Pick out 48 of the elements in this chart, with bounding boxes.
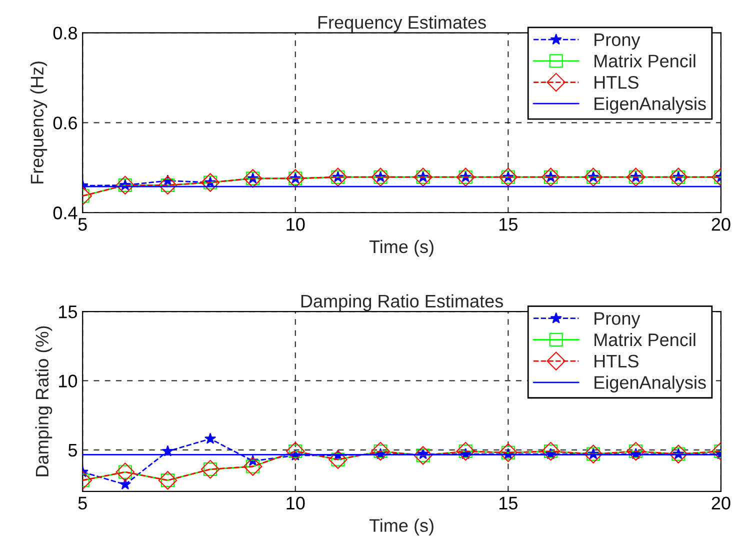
legend-label: HTLS	[594, 76, 638, 89]
point	[158, 176, 178, 195]
legend-label: Matrix Pencil	[594, 332, 696, 346]
point	[584, 168, 603, 186]
legend-label: HTLS	[594, 354, 638, 368]
point	[204, 432, 216, 444]
point	[200, 460, 220, 479]
x-tick-label: 15	[500, 218, 518, 231]
point	[541, 442, 560, 461]
point	[116, 176, 135, 195]
point	[158, 470, 178, 490]
point	[498, 168, 518, 186]
point	[584, 444, 603, 464]
y-tick-label: 0.4	[53, 206, 78, 220]
x-tick-label: 20	[712, 218, 730, 231]
x-tick-label: 20	[712, 496, 730, 510]
y-axis-title: Damping Ratio (%)	[35, 326, 52, 476]
legend-label: EigenAnalysis	[594, 96, 706, 114]
legend-label: Prony	[594, 33, 640, 50]
point	[456, 442, 475, 461]
point	[626, 168, 646, 186]
y-tick-label: 0.6	[53, 116, 77, 130]
x-axis-title: Time (s)	[369, 518, 434, 536]
legend-label: Prony	[594, 312, 640, 328]
x-tick-label: 10	[286, 218, 305, 231]
chart-title: Frequency Estimates	[318, 16, 486, 32]
legend-label: EigenAnalysis	[594, 376, 706, 392]
x-tick-label: 5	[78, 496, 87, 510]
y-tick-label: 15	[59, 306, 77, 318]
y-tick-label: 0.8	[53, 26, 77, 40]
point	[286, 442, 305, 461]
x-tick-label: 15	[500, 496, 518, 510]
y-axis-title: Frequency (Hz)	[30, 62, 48, 184]
legend-label: Matrix Pencil	[594, 54, 696, 68]
chart-title: Damping Ratio Estimates	[301, 294, 503, 312]
point	[626, 442, 646, 461]
point	[119, 478, 131, 490]
point	[498, 443, 518, 462]
point	[371, 442, 390, 461]
y-tick-label: 5	[68, 444, 77, 457]
point	[243, 457, 262, 476]
x-tick-label: 10	[286, 496, 305, 510]
point	[243, 169, 262, 188]
point	[116, 462, 135, 482]
y-tick-label: 10	[59, 374, 78, 388]
x-tick-label: 5	[78, 218, 87, 231]
x-axis-title: Time (s)	[369, 240, 434, 257]
point	[200, 173, 220, 192]
